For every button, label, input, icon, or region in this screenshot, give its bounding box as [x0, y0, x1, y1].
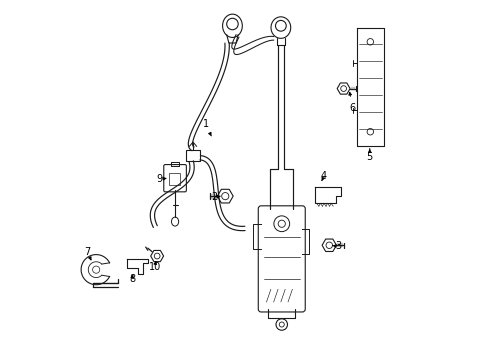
Bar — [169, 173, 180, 185]
Text: 9: 9 — [157, 174, 166, 184]
Text: 5: 5 — [367, 149, 373, 162]
Text: 6: 6 — [349, 92, 356, 113]
Text: 1: 1 — [202, 120, 211, 136]
Text: 7: 7 — [84, 247, 91, 260]
Text: 4: 4 — [321, 171, 327, 181]
Text: 3: 3 — [332, 241, 342, 251]
Text: 10: 10 — [148, 262, 161, 272]
Text: 8: 8 — [129, 274, 135, 284]
Text: 2: 2 — [211, 192, 220, 202]
Bar — [186, 150, 200, 161]
